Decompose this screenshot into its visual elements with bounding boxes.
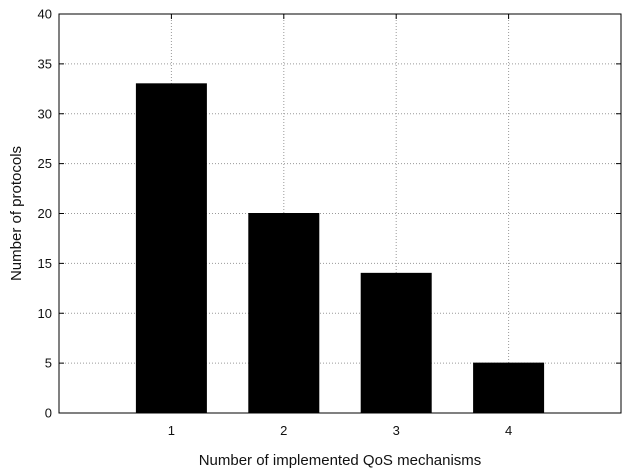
y-tick-label: 10 xyxy=(38,306,52,321)
x-tick-label: 4 xyxy=(505,423,512,438)
x-tick-label: 3 xyxy=(393,423,400,438)
x-tick-labels: 1 2 3 4 xyxy=(168,423,512,438)
y-axis-label: Number of protocols xyxy=(8,146,25,281)
x-tick-label: 1 xyxy=(168,423,175,438)
y-tick-labels: 0 5 10 15 20 25 30 35 40 xyxy=(38,7,52,421)
bar-4 xyxy=(473,362,545,414)
y-tick-label: 35 xyxy=(38,56,52,71)
x-tick-label: 2 xyxy=(280,423,287,438)
bar-3 xyxy=(360,272,432,414)
bar-2 xyxy=(248,213,320,414)
y-tick-label: 20 xyxy=(38,206,52,221)
axis-ticks xyxy=(59,13,621,414)
y-tick-label: 15 xyxy=(38,256,52,271)
bars xyxy=(135,83,545,414)
bar-1 xyxy=(135,83,207,414)
y-tick-label: 0 xyxy=(45,406,52,421)
y-tick-label: 25 xyxy=(38,156,52,171)
x-axis-label: Number of implemented QoS mechanisms xyxy=(199,452,482,469)
y-tick-label: 5 xyxy=(45,356,52,371)
y-tick-label: 30 xyxy=(38,106,52,121)
y-tick-label: 40 xyxy=(38,7,52,22)
